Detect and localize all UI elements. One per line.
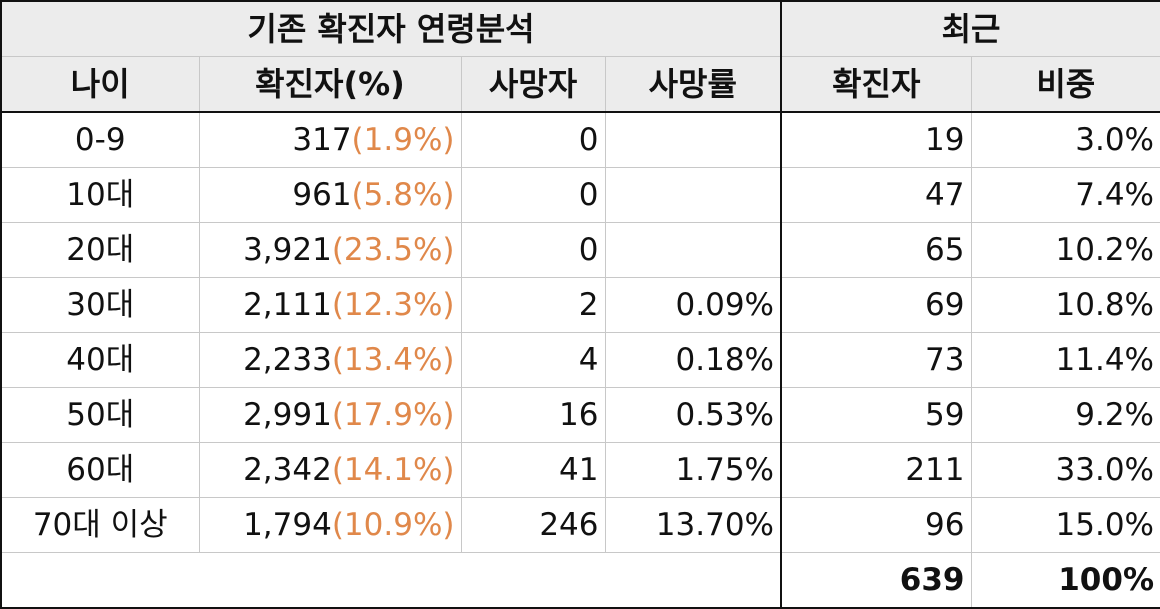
- confirmed-count: 2,342: [243, 451, 332, 488]
- recent-confirmed-cell: 69: [780, 277, 972, 333]
- recent-share-cell: 9.2%: [970, 387, 1160, 443]
- age-cell: 70대 이상: [0, 497, 200, 553]
- column-header-recent-confirmed: 확진자: [780, 56, 972, 113]
- recent-confirmed-cell: 96: [780, 497, 972, 553]
- table-row: 60대 2,342(14.1%) 41 1.75% 211 33.0%: [0, 442, 1160, 498]
- recent-share-cell: 10.8%: [970, 277, 1160, 333]
- recent-title: 최근: [780, 0, 1160, 57]
- table-row: 0-9 317(1.9%) 0 19 3.0%: [0, 111, 1160, 168]
- confirmed-count: 3,921: [243, 231, 332, 268]
- column-header-row: 나이 확진자(%) 사망자 사망률 확진자 비중: [0, 56, 1160, 113]
- fatality-rate-cell: 0.09%: [604, 277, 782, 333]
- confirmed-count: 961: [292, 176, 352, 213]
- recent-share-cell: 7.4%: [970, 167, 1160, 223]
- table-row: 40대 2,233(13.4%) 4 0.18% 73 11.4%: [0, 332, 1160, 388]
- column-header-confirmed: 확진자(%): [198, 56, 462, 113]
- age-cell: 30대: [0, 277, 200, 333]
- column-header-recent-share: 비중: [970, 56, 1160, 113]
- recent-share-cell: 3.0%: [970, 111, 1160, 168]
- recent-share-cell: 15.0%: [970, 497, 1160, 553]
- recent-share-cell: 11.4%: [970, 332, 1160, 388]
- age-cell: 0-9: [0, 111, 200, 168]
- table-row: 10대 961(5.8%) 0 47 7.4%: [0, 167, 1160, 223]
- fatality-rate-cell: 0.18%: [604, 332, 782, 388]
- existing-analysis-title: 기존 확진자 연령분석: [0, 0, 782, 57]
- section-header-row: 기존 확진자 연령분석 최근: [0, 0, 1160, 57]
- confirmed-cell: 317(1.9%): [198, 111, 462, 168]
- confirmed-cell: 2,342(14.1%): [198, 442, 462, 498]
- recent-confirmed-cell: 65: [780, 222, 972, 278]
- confirmed-cell: 2,233(13.4%): [198, 332, 462, 388]
- total-recent-share: 100%: [970, 552, 1160, 609]
- confirmed-percent: (13.4%): [331, 341, 455, 378]
- fatality-rate-cell: 0.53%: [604, 387, 782, 443]
- confirmed-percent: (1.9%): [351, 121, 455, 158]
- confirmed-count: 2,991: [243, 396, 332, 433]
- total-row: 639 100%: [0, 552, 1160, 609]
- recent-confirmed-cell: 59: [780, 387, 972, 443]
- total-recent-confirmed: 639: [780, 552, 972, 609]
- confirmed-count: 317: [292, 121, 352, 158]
- confirmed-percent: (12.3%): [331, 286, 455, 323]
- table-row: 50대 2,991(17.9%) 16 0.53% 59 9.2%: [0, 387, 1160, 443]
- deaths-cell: 0: [460, 111, 606, 168]
- confirmed-percent: (14.1%): [331, 451, 455, 488]
- recent-confirmed-cell: 47: [780, 167, 972, 223]
- recent-share-cell: 33.0%: [970, 442, 1160, 498]
- recent-confirmed-cell: 73: [780, 332, 972, 388]
- deaths-cell: 0: [460, 167, 606, 223]
- column-header-deaths: 사망자: [460, 56, 606, 113]
- deaths-cell: 4: [460, 332, 606, 388]
- table-row: 30대 2,111(12.3%) 2 0.09% 69 10.8%: [0, 277, 1160, 333]
- fatality-rate-cell: [604, 167, 782, 223]
- deaths-cell: 246: [460, 497, 606, 553]
- recent-confirmed-cell: 211: [780, 442, 972, 498]
- confirmed-percent: (10.9%): [331, 506, 455, 543]
- age-cell: 20대: [0, 222, 200, 278]
- deaths-cell: 0: [460, 222, 606, 278]
- recent-share-cell: 10.2%: [970, 222, 1160, 278]
- confirmed-percent: (17.9%): [331, 396, 455, 433]
- confirmed-count: 2,233: [243, 341, 332, 378]
- confirmed-count: 1,794: [243, 506, 332, 543]
- column-header-age: 나이: [0, 56, 200, 113]
- confirmed-cell: 961(5.8%): [198, 167, 462, 223]
- total-row-empty-cell: [0, 552, 782, 609]
- confirmed-cell: 2,991(17.9%): [198, 387, 462, 443]
- deaths-cell: 41: [460, 442, 606, 498]
- confirmed-cell: 2,111(12.3%): [198, 277, 462, 333]
- confirmed-cell: 3,921(23.5%): [198, 222, 462, 278]
- confirmed-cell: 1,794(10.9%): [198, 497, 462, 553]
- fatality-rate-cell: 1.75%: [604, 442, 782, 498]
- fatality-rate-cell: [604, 222, 782, 278]
- fatality-rate-cell: 13.70%: [604, 497, 782, 553]
- confirmed-percent: (23.5%): [331, 231, 455, 268]
- age-cell: 10대: [0, 167, 200, 223]
- age-cell: 40대: [0, 332, 200, 388]
- table-row: 20대 3,921(23.5%) 0 65 10.2%: [0, 222, 1160, 278]
- table-row: 70대 이상 1,794(10.9%) 246 13.70% 96 15.0%: [0, 497, 1160, 553]
- deaths-cell: 16: [460, 387, 606, 443]
- age-cell: 60대: [0, 442, 200, 498]
- deaths-cell: 2: [460, 277, 606, 333]
- fatality-rate-cell: [604, 111, 782, 168]
- recent-confirmed-cell: 19: [780, 111, 972, 168]
- confirmed-count: 2,111: [243, 286, 332, 323]
- confirmed-percent: (5.8%): [351, 176, 455, 213]
- age-cell: 50대: [0, 387, 200, 443]
- column-header-fatality-rate: 사망률: [604, 56, 782, 113]
